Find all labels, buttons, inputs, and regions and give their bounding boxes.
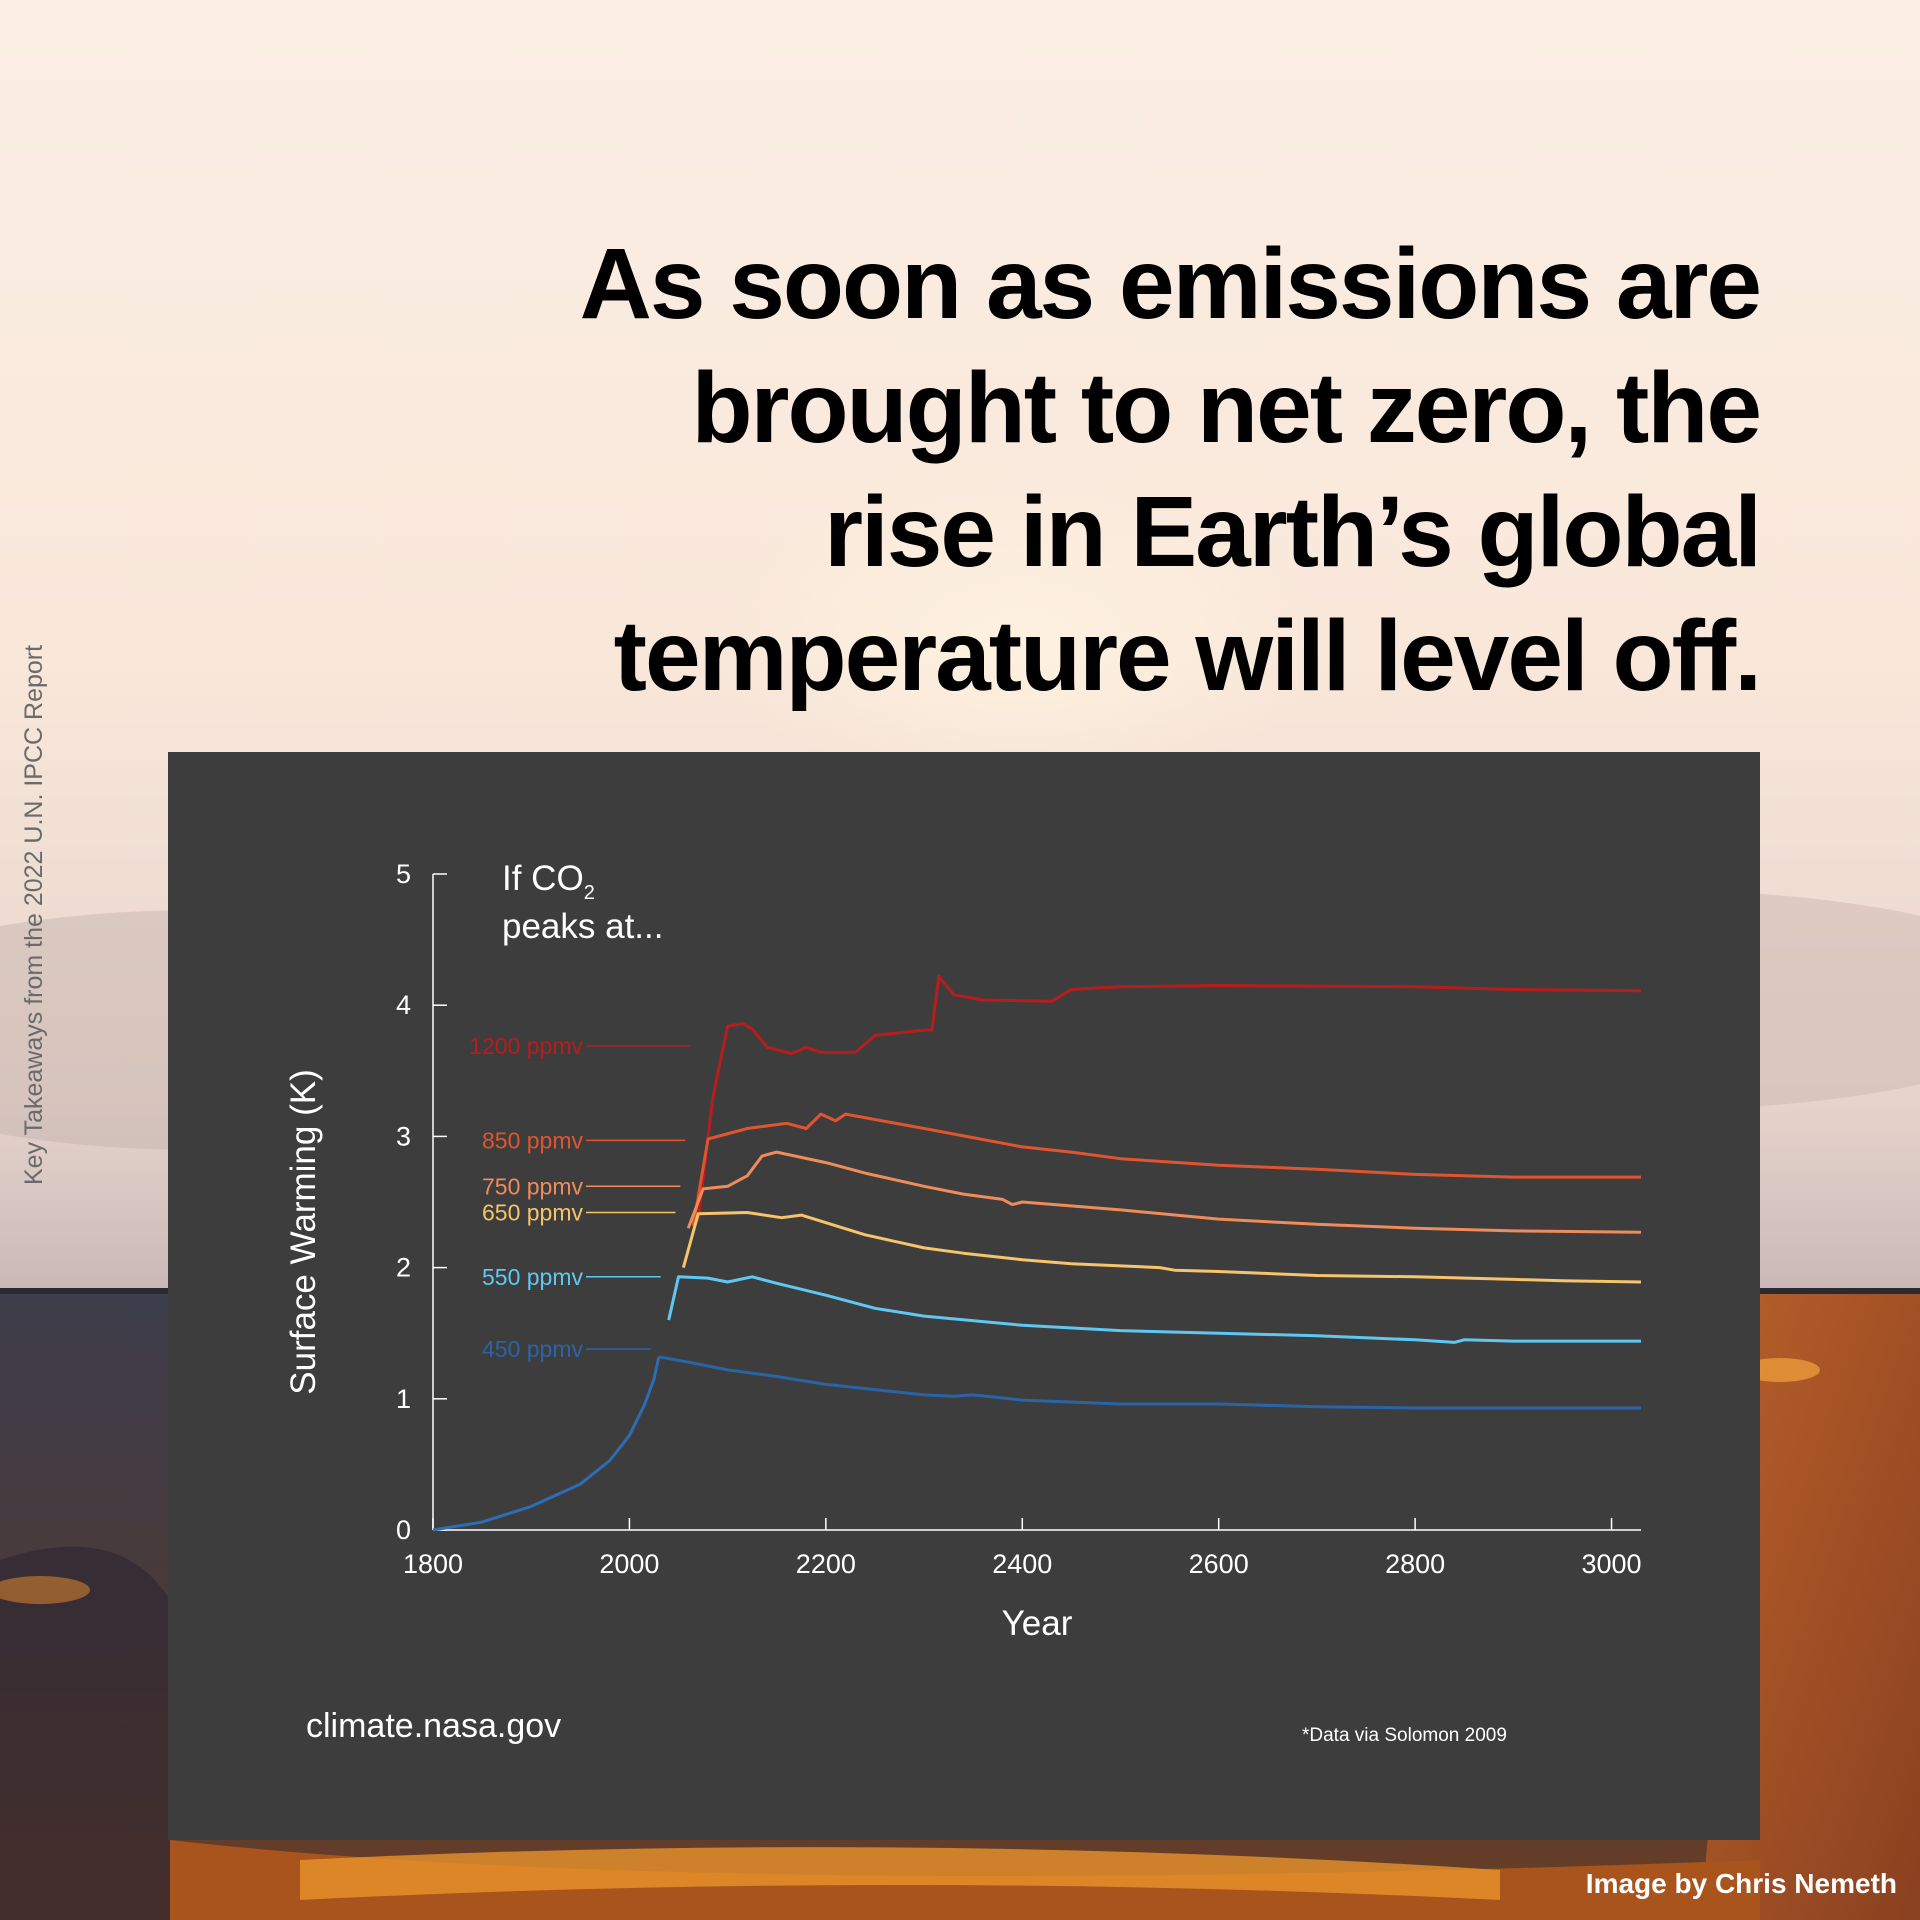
series-line-750-ppmv: [686, 1150, 1642, 1234]
series-label-650-ppmv: 650 ppmv: [482, 1199, 584, 1225]
x-axis-title: Year: [1002, 1604, 1073, 1643]
series-label-750-ppmv: 750 ppmv: [482, 1173, 584, 1199]
series-line-850-ppmv: [691, 1112, 1641, 1226]
series-label-550-ppmv: 550 ppmv: [482, 1264, 584, 1290]
site-url: climate.nasa.gov: [306, 1707, 562, 1745]
y-tick-label: 5: [396, 859, 411, 889]
chart-series-lines: [432, 974, 1642, 1532]
chart-annotation-line-2: peaks at...: [502, 907, 663, 946]
series-line-550-ppmv: [667, 1275, 1641, 1344]
x-tick-label: 2600: [1189, 1549, 1249, 1579]
series-label-850-ppmv: 850 ppmv: [482, 1127, 584, 1153]
headline-line-2: brought to net zero, the: [691, 352, 1762, 464]
x-tick-label: 2800: [1385, 1549, 1445, 1579]
headline: As soon as emissions are brought to net …: [460, 222, 1762, 718]
side-caption: Key Takeaways from the 2022 U.N. IPCC Re…: [20, 644, 48, 1185]
y-axis-title: Surface Warming (K): [284, 1069, 323, 1394]
chart-annotation-line-1: If CO2: [502, 859, 595, 904]
y-tick-label: 1: [396, 1384, 411, 1414]
series-line-450-ppmv: [658, 1355, 1641, 1410]
series-line-historical: [432, 1356, 661, 1532]
warming-chart: 0 1 2 3 4 5 1800 2000 2200 2400 2600 2800 3000 1200 …: [284, 859, 1642, 1643]
x-tick-label: 2200: [796, 1549, 856, 1579]
headline-line-1: As soon as emissions are: [579, 228, 1762, 340]
headline-line-4: temperature will level off.: [613, 600, 1762, 712]
y-tick-label: 2: [396, 1253, 411, 1283]
chart-panel: 0 1 2 3 4 5 1800 2000 2200 2400 2600 2800 3000 1200 …: [168, 752, 1760, 1840]
x-tick-label: 3000: [1581, 1549, 1641, 1579]
series-line-1200-ppmv: [696, 974, 1642, 1221]
x-tick-label: 1800: [403, 1549, 463, 1579]
series-label-450-ppmv: 450 ppmv: [482, 1336, 584, 1362]
headline-line-3: rise in Earth’s global: [824, 476, 1762, 588]
x-tick-label: 2000: [599, 1549, 659, 1579]
x-tick-label: 2400: [992, 1549, 1052, 1579]
series-line-650-ppmv: [681, 1211, 1642, 1284]
y-tick-label: 4: [396, 990, 411, 1020]
image-credit: Image by Chris Nemeth: [1585, 1868, 1897, 1899]
series-label-1200-ppmv: 1200 ppmv: [469, 1033, 583, 1059]
data-source-note: *Data via Solomon 2009: [1302, 1725, 1507, 1746]
y-tick-label: 0: [396, 1515, 411, 1545]
y-tick-label: 3: [396, 1121, 411, 1151]
